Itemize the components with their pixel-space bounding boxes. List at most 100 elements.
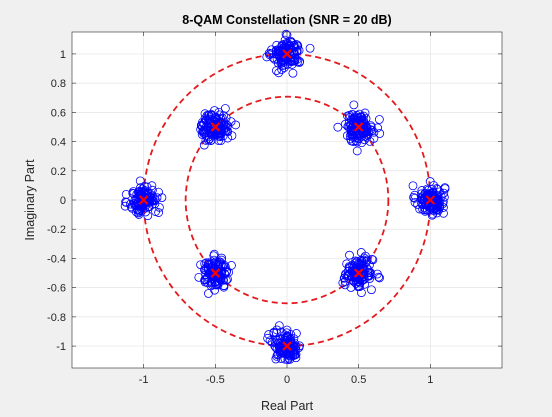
y-tick-label: -0.6 (47, 283, 66, 295)
received-sample-point (282, 30, 292, 40)
received-sample-point (215, 132, 225, 142)
received-sample-point (134, 208, 143, 218)
received-sample-point (360, 251, 370, 261)
received-sample-point (144, 195, 154, 205)
received-sample-point (157, 193, 167, 203)
received-sample-point (215, 129, 225, 138)
received-sample-point (435, 200, 444, 210)
received-sample-point (136, 198, 146, 208)
received-sample-point (365, 260, 374, 270)
received-sample-point (210, 285, 220, 295)
received-sample-point (365, 136, 375, 146)
received-sample-point (289, 48, 298, 58)
x-tick-label: -1 (139, 374, 149, 386)
received-sample-point (362, 123, 372, 133)
ideal-point-marker (425, 195, 436, 205)
received-sample-point (222, 122, 232, 132)
received-sample-point (359, 253, 369, 263)
received-sample-point (352, 146, 362, 156)
ideal-point-marker (353, 122, 364, 132)
received-sample-point (288, 68, 298, 78)
received-sample-point (154, 187, 163, 197)
received-sample-point (291, 342, 301, 351)
received-sample-point (357, 112, 367, 122)
received-sample-point (333, 122, 343, 132)
received-sample-point (222, 126, 232, 136)
received-sample-point (197, 130, 207, 139)
received-sample-point (200, 109, 210, 119)
received-sample-point (417, 186, 427, 195)
received-sample-point (342, 271, 352, 281)
received-sample-point (267, 337, 277, 347)
received-sample-point (147, 200, 157, 209)
received-sample-point (274, 47, 284, 56)
received-sample-point (422, 190, 432, 200)
received-sample-point (280, 341, 290, 350)
received-sample-point (272, 325, 282, 335)
x-tick-label: -0.5 (206, 374, 225, 386)
received-sample-point (220, 120, 230, 130)
received-sample-point (369, 127, 379, 137)
received-sample-point (348, 130, 357, 140)
received-sample-point (340, 280, 350, 290)
received-sample-point (205, 134, 215, 144)
received-sample-point (422, 184, 432, 194)
received-sample-point (366, 125, 376, 135)
received-sample-point (283, 355, 293, 365)
received-sample-point (363, 130, 373, 140)
received-sample-point (374, 115, 384, 124)
y-tick-label: 0.6 (51, 107, 66, 119)
received-sample-point (147, 181, 157, 191)
x-tick-label: 1 (427, 374, 433, 386)
received-sample-point (440, 184, 450, 194)
received-sample-point (216, 122, 226, 132)
received-sample-point (265, 336, 275, 346)
ideal-points (138, 49, 436, 351)
received-sample-point (210, 122, 219, 132)
ideal-point-marker (353, 268, 364, 278)
x-tick-label: 0 (284, 374, 290, 386)
received-sample-point (121, 190, 131, 199)
received-sample-point (349, 100, 359, 110)
received-sample-point (282, 349, 292, 358)
received-sample-point (359, 129, 369, 139)
received-sample-point (141, 207, 150, 217)
y-tick-label: -0.8 (47, 312, 66, 324)
received-sample-point (429, 181, 439, 190)
received-sample-point (277, 65, 287, 74)
received-sample-point (375, 129, 385, 138)
ideal-point-marker (138, 195, 149, 205)
received-sample-point (305, 43, 315, 53)
ideal-point-marker (282, 49, 292, 59)
y-tick-label: -0.4 (47, 253, 66, 265)
received-sample-point (194, 272, 204, 282)
received-sample-point (273, 349, 283, 359)
received-sample-point (357, 288, 366, 298)
received-sample-point (284, 353, 294, 363)
received-sample-point (206, 135, 216, 145)
received-sample-point (361, 122, 371, 132)
received-sample-point (125, 199, 135, 209)
received-sample-point (209, 251, 219, 261)
received-sample-point (135, 176, 145, 186)
received-sample-point (196, 125, 206, 134)
received-sample-point (272, 66, 281, 75)
received-sample-point (408, 181, 418, 191)
received-sample-point (222, 266, 232, 276)
ideal-point-marker (210, 268, 221, 278)
received-sample-point (346, 121, 356, 131)
y-tick-label: 1 (60, 49, 66, 61)
y-tick-label: 0 (60, 195, 66, 207)
y-tick-label: 0.4 (51, 137, 66, 149)
received-sample-point (344, 122, 354, 132)
received-sample-point (352, 273, 362, 282)
received-sample-point (291, 329, 301, 338)
reference-circle (184, 95, 390, 305)
received-sample-point (274, 68, 284, 78)
y-tick-label: -0.2 (47, 224, 66, 236)
received-sample-point (282, 342, 292, 352)
received-sample-point (348, 137, 358, 146)
received-sample-point (198, 127, 207, 136)
